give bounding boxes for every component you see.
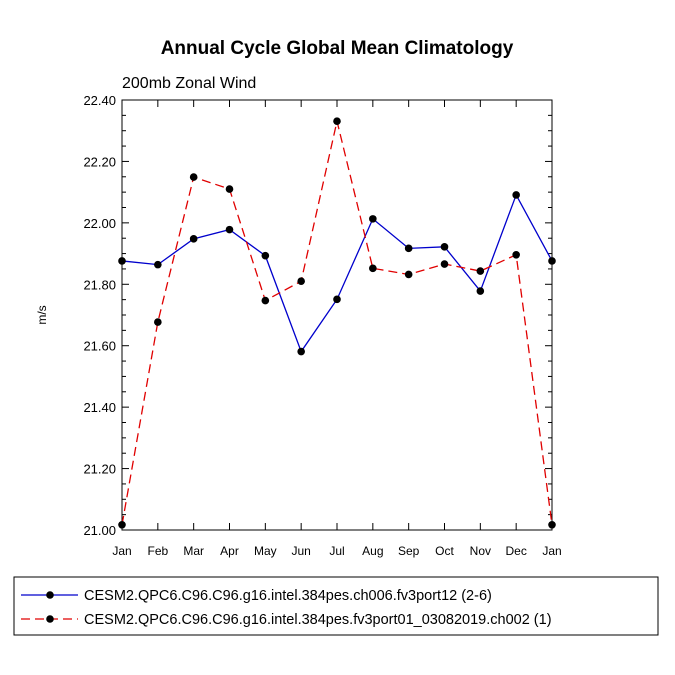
- x-tick-label: Oct: [435, 544, 454, 558]
- series-2-point: [369, 264, 377, 273]
- series-1-point: [118, 257, 126, 265]
- series-1-point: [189, 235, 198, 243]
- chart-title: Annual Cycle Global Mean Climatology: [161, 38, 514, 59]
- y-axis: 21.00 21.20 21.40 21.60 21.80 22.00 22.20 22.40: [83, 93, 552, 538]
- x-tick-label: Feb: [147, 544, 168, 558]
- x-tick-label: Mar: [183, 544, 204, 558]
- series-1-point: [225, 225, 234, 234]
- legend-marker-1: [46, 591, 54, 599]
- x-tick-label: Nov: [470, 544, 491, 558]
- series-1-point: [261, 251, 270, 260]
- y-tick-label: 22.40: [83, 93, 116, 108]
- legend-label-2: CESM2.QPC6.C96.C96.g16.intel.384pes.fv3p…: [84, 612, 552, 628]
- y-axis-label: m/s: [35, 305, 49, 324]
- x-axis: Jan Feb Mar Apr May Jun Jul Aug Sep Oct Nov Dec Jan: [112, 100, 562, 558]
- series-2-point: [476, 267, 485, 275]
- plot-frame: [121, 99, 553, 531]
- x-tick-label: Sep: [398, 544, 420, 558]
- legend-marker-2: [46, 615, 54, 623]
- series-1-point: [440, 243, 449, 251]
- y-tick-label: 22.20: [83, 154, 116, 169]
- series-1-point: [333, 295, 341, 304]
- series-line-1: [121, 193, 553, 353]
- y-tick-label: 21.60: [83, 339, 116, 354]
- x-tick-label: Aug: [362, 544, 383, 558]
- series-2-point: [118, 520, 126, 529]
- y-tick-label: 21.80: [83, 277, 116, 292]
- x-tick-label: May: [254, 544, 277, 558]
- series-2-point: [333, 117, 341, 125]
- legend-box: [13, 576, 659, 636]
- series-2-point: [189, 173, 198, 181]
- series-1-point: [154, 260, 162, 269]
- series-2-point: [225, 185, 234, 193]
- legend: CESM2.QPC6.C96.C96.g16.intel.384pes.ch00…: [13, 576, 659, 636]
- series-1-point: [548, 257, 556, 265]
- series-1-point: [297, 347, 305, 356]
- series-2-point: [404, 270, 413, 279]
- x-tick-label: Jul: [329, 544, 344, 558]
- series-2-point: [512, 251, 520, 259]
- legend-items: CESM2.QPC6.C96.C96.g16.intel.384pes.ch00…: [21, 588, 552, 628]
- series-line-2: [121, 121, 553, 525]
- x-tick-label: Dec: [505, 544, 526, 558]
- x-tick-label: Jun: [291, 544, 310, 558]
- series-2-point: [548, 520, 556, 529]
- series-2-point: [297, 277, 305, 286]
- series-2-point: [154, 318, 162, 326]
- y-tick-label: 21.40: [83, 400, 116, 415]
- legend-label-1: CESM2.QPC6.C96.C96.g16.intel.384pes.ch00…: [84, 588, 492, 604]
- x-tick-label: Jan: [112, 544, 131, 558]
- y-tick-label: 22.00: [83, 216, 116, 231]
- x-tick-label: Apr: [220, 544, 239, 558]
- series-1-point: [404, 244, 413, 253]
- series-1-point: [369, 215, 377, 223]
- y-tick-label: 21.00: [83, 523, 116, 538]
- x-tick-label: Jan: [542, 544, 561, 558]
- chart-subtitle: 200mb Zonal Wind: [122, 75, 256, 92]
- series-1-point: [476, 287, 485, 295]
- series-layer: [118, 117, 556, 529]
- series-2-point: [261, 296, 270, 305]
- series-2-point: [440, 260, 449, 268]
- y-tick-label: 21.20: [83, 462, 116, 477]
- series-1-point: [512, 191, 520, 199]
